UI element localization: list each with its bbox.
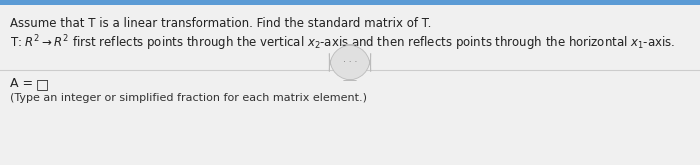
Text: (Type an integer or simplified fraction for each matrix element.): (Type an integer or simplified fraction …	[10, 93, 367, 103]
Text: T: $R^2\rightarrow R^2$ first reflects points through the vertical $x_2$-axis an: T: $R^2\rightarrow R^2$ first reflects p…	[10, 33, 675, 53]
Text: Assume that T is a linear transformation. Find the standard matrix of T.: Assume that T is a linear transformation…	[10, 17, 431, 30]
Text: A =: A =	[10, 77, 33, 90]
Text: □: □	[36, 77, 49, 91]
Bar	[0, 0, 700, 5]
Text: · · ·: · · ·	[343, 58, 357, 67]
